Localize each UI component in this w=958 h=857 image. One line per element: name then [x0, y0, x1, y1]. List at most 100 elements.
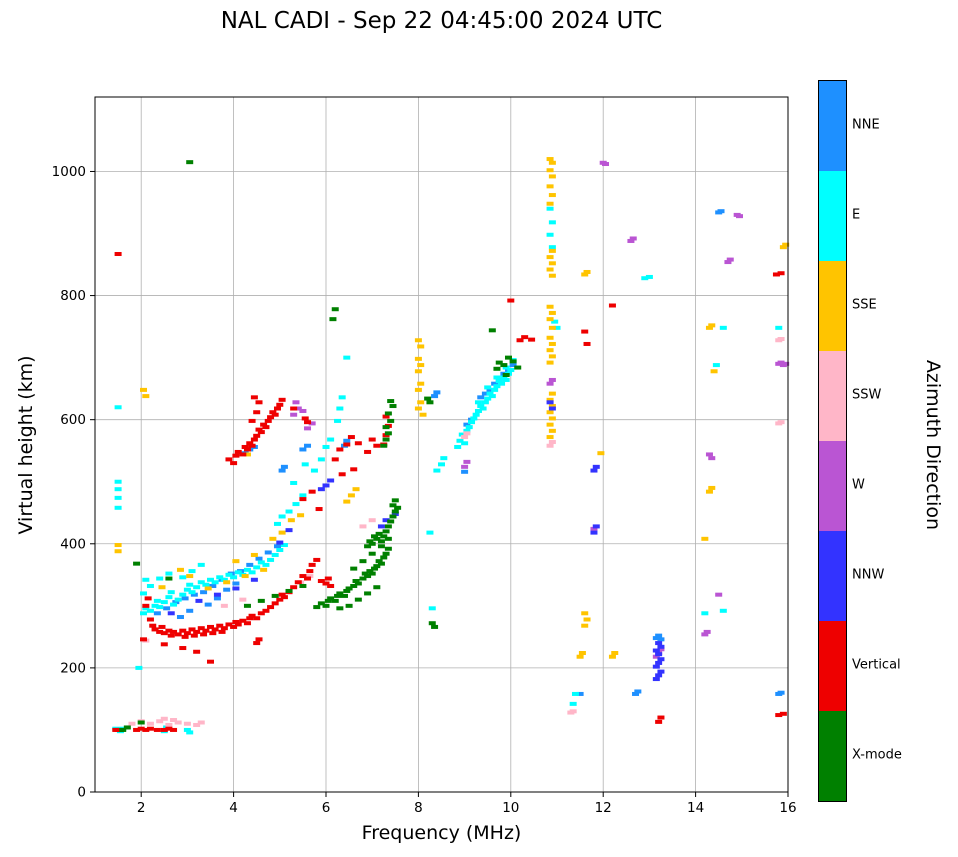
data-point [347, 493, 355, 498]
data-point [336, 447, 344, 452]
x-axis-label: Frequency (MHz) [361, 822, 522, 844]
data-point [352, 579, 360, 584]
series-SSW [128, 337, 785, 727]
data-point [498, 381, 506, 386]
data-point [167, 590, 175, 595]
data-point [278, 530, 286, 535]
data-point [280, 543, 288, 548]
data-point [368, 571, 376, 576]
data-point [119, 727, 127, 732]
data-point [548, 377, 556, 382]
data-point [146, 721, 154, 726]
data-point [343, 499, 351, 504]
data-point [331, 598, 339, 603]
data-point [280, 595, 288, 600]
data-point [387, 399, 395, 404]
data-point [701, 536, 709, 541]
data-point [553, 325, 561, 330]
colorbar-label-X-mode: X-mode [852, 747, 902, 763]
data-point [608, 654, 616, 659]
data-point [546, 184, 554, 189]
data-point [486, 391, 494, 396]
data-point [213, 596, 221, 601]
data-point [220, 626, 228, 631]
data-point [324, 576, 332, 581]
data-point [382, 551, 390, 556]
data-point [484, 385, 492, 390]
data-point [507, 298, 515, 303]
data-point [308, 421, 316, 426]
data-point [548, 406, 556, 411]
y-tick-label: 600 [60, 412, 86, 428]
data-point [174, 597, 182, 602]
data-point [391, 509, 399, 514]
data-point [657, 647, 665, 652]
data-point [334, 593, 342, 598]
data-point [361, 571, 369, 576]
data-point [278, 468, 286, 473]
data-point [509, 363, 517, 368]
data-point [590, 530, 598, 535]
chart-title: NAL CADI - Sep 22 04:45:00 2024 UTC [220, 8, 663, 34]
data-point [301, 462, 309, 467]
data-point [433, 390, 441, 395]
data-point [160, 600, 168, 605]
data-point [331, 307, 339, 312]
data-point [183, 727, 191, 732]
data-point [470, 416, 478, 421]
data-point [246, 616, 254, 621]
data-point [225, 572, 233, 577]
data-point [241, 574, 249, 579]
data-point [546, 201, 554, 206]
data-point [373, 585, 381, 590]
data-point [156, 576, 164, 581]
data-point [271, 593, 279, 598]
data-point [232, 559, 240, 564]
data-point [779, 711, 787, 716]
data-point [777, 360, 785, 365]
data-point [782, 242, 790, 247]
data-point [253, 433, 261, 438]
data-point [153, 611, 161, 616]
data-point [267, 605, 275, 610]
data-point [347, 435, 355, 440]
data-point [190, 592, 198, 597]
data-point [317, 579, 325, 584]
data-point [380, 555, 388, 560]
x-tick-label: 10 [502, 800, 519, 816]
data-point [114, 505, 122, 510]
data-point [359, 524, 367, 529]
data-point [428, 606, 436, 611]
data-point [548, 341, 556, 346]
data-point [322, 483, 330, 488]
data-point [239, 452, 247, 457]
data-point [299, 408, 307, 413]
data-point [548, 310, 556, 315]
data-point [343, 442, 351, 447]
data-point [546, 400, 554, 405]
data-point [705, 452, 713, 457]
data-point [299, 497, 307, 502]
data-point [151, 627, 159, 632]
data-point [657, 715, 665, 720]
data-point [581, 611, 589, 616]
data-point [299, 447, 307, 452]
data-point [364, 544, 372, 549]
colorbar-label-NNE: NNE [852, 117, 880, 133]
data-point [382, 414, 390, 419]
data-point [207, 659, 214, 664]
data-point [368, 437, 376, 442]
data-point [230, 624, 238, 629]
data-point [114, 479, 122, 484]
data-point [546, 435, 554, 440]
data-point [255, 427, 263, 432]
data-point [454, 444, 462, 449]
data-point [364, 591, 372, 596]
data-point [310, 468, 318, 473]
data-point [440, 456, 448, 461]
data-point [375, 559, 383, 564]
data-point [317, 601, 325, 606]
data-point [193, 629, 201, 634]
data-point [368, 541, 376, 546]
data-point [461, 441, 469, 446]
